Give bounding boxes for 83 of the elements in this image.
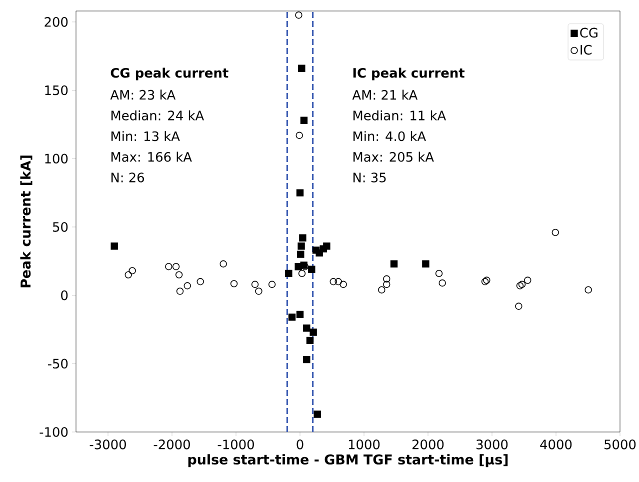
point — [306, 336, 314, 344]
point — [422, 260, 430, 268]
annotation: AM: 21 kA — [352, 90, 418, 100]
point — [128, 267, 136, 274]
y-axis-title: Peak current [kA] — [20, 156, 32, 288]
point — [184, 282, 191, 290]
x-tick-label: -3000 — [90, 440, 126, 450]
annotation: Min: 13 kA — [111, 131, 180, 142]
point — [518, 280, 526, 288]
point — [299, 234, 306, 242]
point — [297, 250, 304, 258]
point — [340, 280, 347, 288]
point — [285, 270, 292, 278]
point — [296, 189, 304, 196]
point — [552, 228, 559, 236]
annotation: Median: 24 kA — [111, 110, 204, 120]
annotation: IC peak current — [353, 68, 465, 80]
y-tick-label: 100 — [45, 154, 68, 164]
point — [175, 271, 183, 278]
annotation: Max: 166 kA — [111, 152, 192, 162]
point — [383, 280, 390, 288]
annotation: CG peak current — [110, 68, 228, 80]
point — [230, 280, 238, 288]
point — [438, 279, 446, 287]
point — [296, 310, 304, 318]
point — [298, 242, 305, 250]
point — [196, 278, 204, 286]
point — [176, 288, 184, 295]
x-tick-label: 0 — [296, 440, 304, 450]
annotation: Min: 4.0 kA — [353, 131, 426, 142]
legend-label: IC — [580, 44, 592, 55]
point — [584, 286, 592, 294]
x-tick-label: -2000 — [154, 440, 190, 450]
x-tick-label: 1000 — [348, 440, 380, 450]
annotation: AM: 23 kA — [110, 90, 176, 100]
point — [251, 280, 259, 288]
y-tick-label: 50 — [53, 222, 68, 232]
point — [220, 260, 227, 268]
x-tick-label: 4000 — [540, 440, 572, 450]
point — [378, 286, 386, 294]
y-tick-label: -100 — [40, 427, 68, 437]
point — [334, 278, 342, 286]
y-tick-label: 200 — [44, 17, 68, 27]
point — [314, 410, 321, 418]
x-tick-label: -1000 — [218, 440, 254, 450]
y-tick-label: 150 — [45, 85, 68, 96]
point — [295, 11, 302, 19]
x-axis-title: pulse start-time - GBM TGF start-time [μs] — [188, 454, 508, 468]
point — [312, 246, 320, 254]
point — [481, 278, 489, 286]
x-tick-label: 3000 — [476, 440, 508, 450]
point — [330, 278, 337, 286]
point — [300, 116, 308, 124]
point — [124, 271, 132, 278]
x-tick-label: 5000 — [604, 440, 636, 450]
legend-label: CG — [580, 28, 598, 38]
annotation: Median: 11 kA — [353, 110, 446, 120]
point — [516, 282, 524, 290]
x-tick-label: 2000 — [412, 440, 444, 450]
point — [255, 288, 262, 295]
point — [435, 270, 443, 278]
point — [110, 242, 118, 250]
point — [524, 276, 532, 284]
point — [310, 328, 317, 336]
point — [288, 314, 296, 321]
y-tick-label: -50 — [48, 358, 68, 369]
annotation: N: 35 — [353, 172, 386, 182]
point — [483, 276, 490, 284]
point — [172, 263, 180, 270]
y-tick-label: 0 — [61, 290, 68, 300]
point — [296, 132, 303, 139]
point — [383, 275, 390, 283]
point — [303, 324, 310, 332]
point — [268, 280, 276, 288]
annotation: Max: 205 kA — [353, 152, 434, 162]
point — [165, 263, 172, 270]
point — [303, 356, 310, 364]
point — [308, 266, 316, 273]
annotation: N: 26 — [111, 172, 144, 182]
point — [298, 64, 306, 72]
point — [298, 270, 306, 278]
point — [390, 260, 398, 268]
point — [515, 302, 522, 310]
